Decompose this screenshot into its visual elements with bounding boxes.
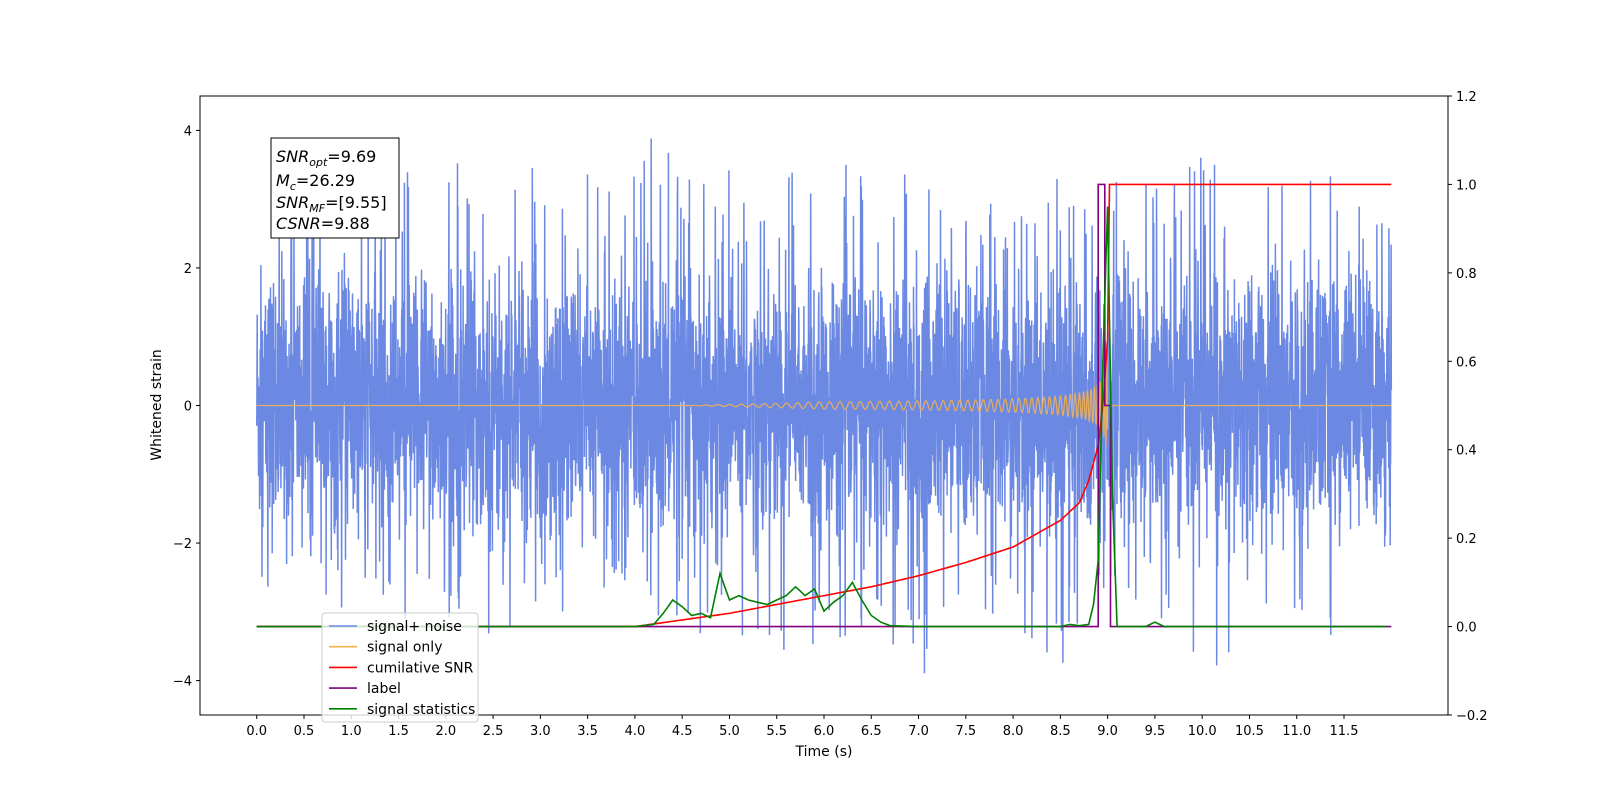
stat-snr-mf: SNRMF=[9.55]	[276, 193, 387, 215]
stats-box: SNRopt=9.69 Mc=26.29 SNRMF=[9.55] CSNR=9…	[270, 137, 400, 239]
x-tick-label: 0.0	[246, 724, 267, 739]
stat-csnr-symbol: CSNR	[276, 214, 321, 233]
stat-mc: Mc=26.29	[276, 171, 355, 193]
y-axis-left-ticks: 4 2 0 −2 −4	[173, 124, 200, 690]
stat-snr-mf-value: =[9.55]	[325, 193, 387, 212]
stat-mc-value: =26.29	[296, 171, 355, 190]
y-left-tick-label: −4	[173, 675, 192, 690]
y-axis-right-ticks: 1.2 1.0 0.8 0.6 0.4 0.2 0.0 −0.2	[1448, 90, 1488, 724]
x-tick-label: 10.5	[1235, 724, 1264, 739]
x-tick-label: 2.5	[483, 724, 504, 739]
x-tick-label: 10.0	[1188, 724, 1217, 739]
stat-snr-mf-sub: MF	[309, 202, 325, 215]
x-tick-label: 7.5	[955, 724, 976, 739]
stat-snr-opt-symbol: SNR	[276, 147, 309, 166]
series-signal-statistics-line	[256, 206, 1387, 628]
y-right-tick-label: 1.0	[1456, 178, 1477, 193]
series-signal-only-line	[256, 359, 1392, 446]
stat-csnr-value: =9.88	[321, 214, 370, 233]
x-tick-label: 11.0	[1282, 724, 1311, 739]
stat-snr-opt-value: =9.69	[327, 147, 376, 166]
x-tick-label: 1.5	[388, 724, 409, 739]
legend-label: signal only	[367, 640, 442, 656]
stat-csnr: CSNR=9.88	[276, 214, 370, 233]
x-tick-label: 5.5	[766, 724, 787, 739]
y-left-tick-label: 2	[184, 262, 192, 277]
legend-frame	[321, 612, 479, 723]
legend-label: signal statistics	[367, 702, 475, 718]
x-axis-ticks: 0.0 0.5 1.0 1.5 2.0 2.5 3.0 3.5 4.0 4.5 5.0 5.5 6.0 6…	[246, 715, 1358, 739]
y-right-tick-label: 0.6	[1456, 355, 1477, 370]
y-right-tick-label: 0.4	[1456, 444, 1477, 459]
x-tick-label: 6.5	[861, 724, 882, 739]
legend-label: label	[367, 681, 401, 697]
stat-mc-sub: c	[290, 180, 296, 193]
y-left-tick-label: 0	[184, 400, 192, 415]
legend-label: cumilative SNR	[367, 660, 474, 676]
stat-snr-opt: SNRopt=9.69	[276, 147, 376, 169]
legend-entries: signal+ noise signal only cumilative SNR la…	[329, 619, 475, 718]
x-tick-label: 1.0	[341, 724, 362, 739]
y-right-tick-label: 0.2	[1456, 532, 1477, 547]
y-left-tick-label: 4	[184, 124, 192, 139]
x-tick-label: 8.0	[1003, 724, 1024, 739]
stat-snr-opt-sub: opt	[309, 156, 328, 169]
y-right-tick-label: −0.2	[1456, 709, 1488, 724]
x-tick-label: 2.0	[435, 724, 456, 739]
y-right-tick-label: 0.8	[1456, 267, 1477, 282]
stats-box-frame	[270, 137, 400, 239]
y-right-tick-label: 0.0	[1456, 621, 1477, 636]
x-tick-label: 4.0	[625, 724, 646, 739]
x-tick-label: 9.5	[1145, 724, 1166, 739]
x-tick-label: 5.0	[719, 724, 740, 739]
x-tick-label: 4.5	[672, 724, 693, 739]
y-right-tick-label: 1.2	[1456, 90, 1477, 105]
legend-label: signal+ noise	[367, 619, 462, 635]
y-left-tick-label: −2	[173, 537, 192, 552]
legend: signal+ noise signal only cumilative SNR la…	[321, 612, 479, 723]
series-layer	[255, 138, 1393, 674]
x-tick-label: 6.0	[814, 724, 835, 739]
x-tick-label: 7.0	[908, 724, 929, 739]
x-tick-label: 8.5	[1050, 724, 1071, 739]
y-axis-label: Whitened strain	[149, 349, 165, 460]
x-tick-label: 11.5	[1330, 724, 1359, 739]
x-tick-label: 0.5	[294, 724, 315, 739]
x-axis-label: Time (s)	[795, 744, 853, 760]
stat-snr-mf-symbol: SNR	[276, 193, 309, 212]
x-tick-label: 3.5	[577, 724, 598, 739]
x-tick-label: 3.0	[530, 724, 551, 739]
series-signal-noise-line	[255, 138, 1393, 674]
stat-mc-symbol: M	[276, 171, 290, 190]
x-tick-label: 9.0	[1097, 724, 1118, 739]
